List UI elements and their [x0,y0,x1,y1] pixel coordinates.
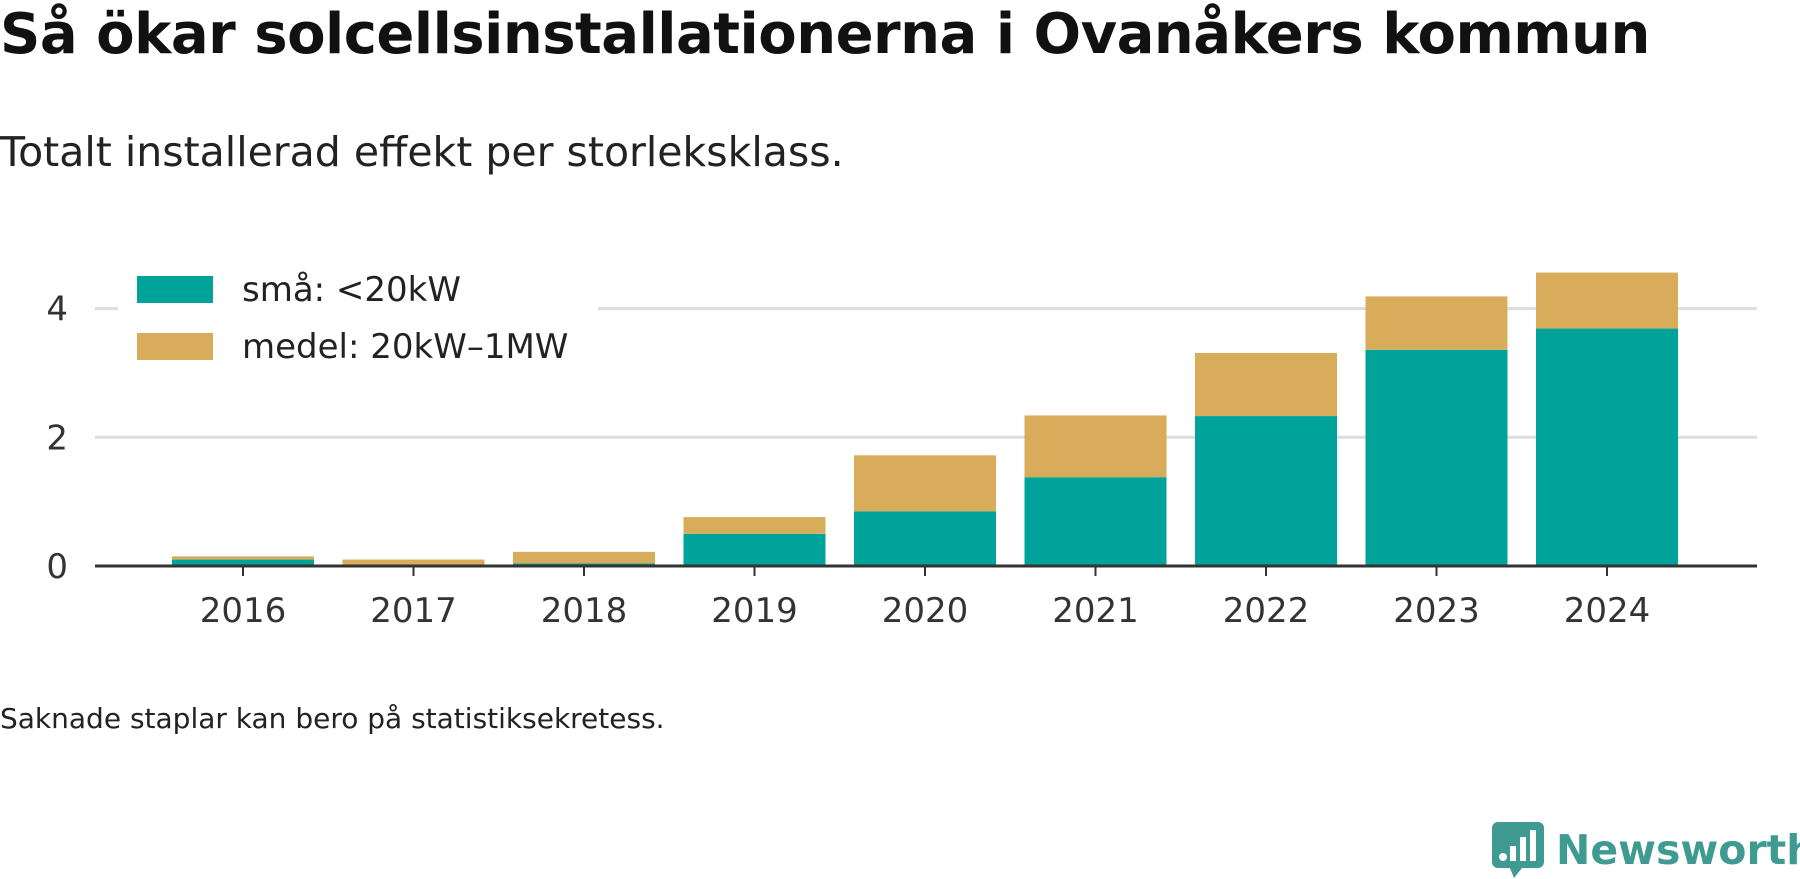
bar-segment [342,559,485,565]
x-tick-label: 2020 [882,591,969,631]
bar-segment [1024,415,1167,478]
bar-segment [513,551,655,564]
x-tick-label: 2023 [1393,591,1480,631]
newsworthy-logo: Newsworthy [1492,822,1800,878]
x-tick-label: 2019 [711,591,798,631]
bar-segment [1536,328,1678,566]
y-tick-label: 0 [46,547,68,587]
x-tick-label: 2024 [1564,591,1651,631]
legend-label: medel: 20kW–1MW [242,327,568,367]
y-tick-label: 4 [46,290,68,330]
bar-segment [683,533,826,566]
x-tick-label: 2016 [200,591,287,631]
newsworthy-logo-icon [1492,822,1544,878]
bar-segment [1024,477,1167,566]
bar-segment [1195,353,1337,417]
bar-segment [683,517,826,534]
y-tick-label: 2 [46,418,68,458]
stacked-bar-chart: 0 2 4 2016 2017 2018 2019 2020 2021 2022 2023 2024 s… [46,270,1757,631]
bar-segment [172,556,314,560]
brand-name: Newsworthy [1556,826,1800,874]
chart-title: Så ökar solcellsinstallationerna i Ovanå… [0,2,1650,67]
bar-segment [1195,416,1337,566]
chart-subtitle: Totalt installerad effekt per storlekskl… [0,128,844,176]
bar-segment [172,559,314,566]
x-tick-label: 2021 [1052,591,1139,631]
x-tick-label: 2022 [1223,591,1310,631]
bar-segment [1365,296,1508,350]
bar-segment [1536,272,1678,329]
x-tick-label: 2018 [541,591,628,631]
footnote: Saknade staplar kan bero på statistiksek… [0,702,665,735]
legend-label: små: <20kW [242,270,461,310]
legend-swatch [137,333,213,360]
bar-segment [854,455,996,512]
bar-segment [1365,349,1508,566]
legend-swatch [137,276,213,303]
x-tick-label: 2017 [370,591,457,631]
bar-segment [854,511,996,566]
